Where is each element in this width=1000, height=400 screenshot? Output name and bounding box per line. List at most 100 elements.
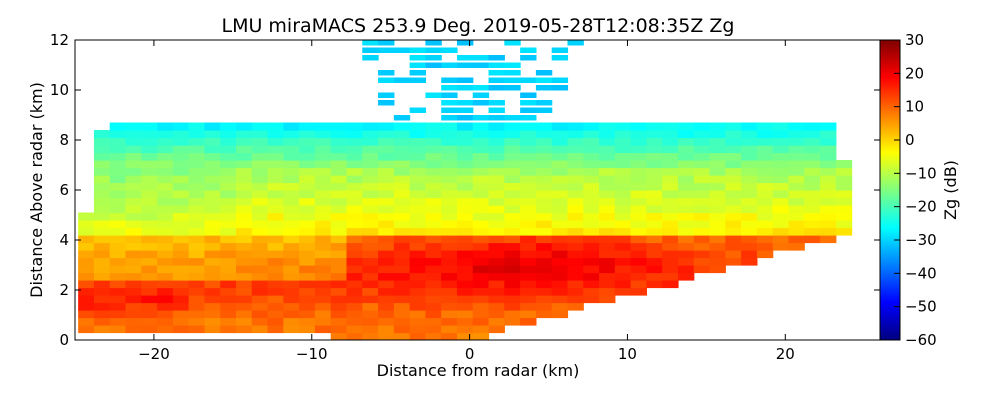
reflectivity-cell (599, 182, 616, 191)
reflectivity-cell (346, 227, 363, 236)
reflectivity-cell (504, 220, 521, 229)
reflectivity-cell (299, 130, 316, 139)
reflectivity-cell (299, 160, 316, 169)
reflectivity-cell (78, 265, 95, 274)
reflectivity-cell (251, 310, 269, 319)
reflectivity-cell (393, 205, 411, 214)
reflectivity-cell (299, 257, 316, 266)
reflectivity-cell (409, 190, 427, 199)
reflectivity-cell (283, 287, 300, 296)
reflectivity-cell (409, 242, 427, 251)
reflectivity-cell (535, 272, 553, 281)
reflectivity-cell (535, 85, 553, 91)
reflectivity-cell (172, 295, 190, 304)
reflectivity-cell (330, 280, 348, 289)
reflectivity-cell (820, 130, 837, 139)
reflectivity-cell (693, 235, 711, 244)
reflectivity-cell (204, 287, 221, 296)
reflectivity-cell (472, 272, 490, 281)
reflectivity-cell (251, 167, 269, 176)
reflectivity-cell (614, 265, 632, 274)
reflectivity-cell (299, 145, 316, 154)
reflectivity-cell (520, 287, 537, 296)
reflectivity-cell (693, 197, 711, 206)
reflectivity-cell (567, 250, 584, 259)
reflectivity-cell (520, 302, 537, 311)
reflectivity-cell (456, 122, 474, 131)
reflectivity-cell (204, 257, 221, 266)
reflectivity-cell (583, 175, 600, 184)
reflectivity-cell (283, 220, 300, 229)
x-tick-label: 20 (776, 345, 795, 363)
reflectivity-cell (157, 287, 174, 296)
reflectivity-cell (362, 47, 379, 53)
reflectivity-cell (520, 137, 537, 146)
reflectivity-cell (330, 182, 348, 191)
reflectivity-cell (725, 212, 742, 221)
reflectivity-cell (393, 257, 411, 266)
reflectivity-cell (677, 205, 695, 214)
reflectivity-cell (677, 175, 695, 184)
reflectivity-cell (725, 160, 742, 169)
reflectivity-cell (504, 317, 521, 326)
reflectivity-cell (409, 332, 427, 340)
reflectivity-cell (709, 205, 726, 214)
reflectivity-cell (172, 302, 190, 311)
reflectivity-cell (78, 242, 95, 251)
reflectivity-cell (204, 160, 221, 169)
reflectivity-cell (488, 265, 505, 274)
reflectivity-cell (709, 160, 726, 169)
reflectivity-cell (93, 257, 111, 266)
reflectivity-cell (630, 205, 647, 214)
reflectivity-cell (220, 317, 237, 326)
reflectivity-cell (472, 85, 490, 91)
reflectivity-cell (788, 227, 805, 236)
reflectivity-cell (630, 227, 647, 236)
reflectivity-cell (220, 130, 237, 139)
reflectivity-cell (472, 130, 490, 139)
reflectivity-cell (204, 302, 221, 311)
reflectivity-cell (551, 130, 569, 139)
reflectivity-cell (820, 160, 837, 169)
reflectivity-cell (409, 227, 427, 236)
reflectivity-cell (804, 160, 821, 169)
reflectivity-cell (804, 175, 821, 184)
reflectivity-cell (172, 190, 190, 199)
reflectivity-cell (283, 265, 300, 274)
reflectivity-cell (236, 205, 253, 214)
reflectivity-cell (804, 227, 821, 236)
reflectivity-cell (535, 160, 553, 169)
reflectivity-cell (204, 212, 221, 221)
reflectivity-cell (330, 122, 348, 131)
reflectivity-cell (520, 152, 537, 161)
reflectivity-cell (172, 197, 190, 206)
reflectivity-cell (709, 167, 726, 176)
reflectivity-cell (472, 62, 490, 68)
reflectivity-cell (362, 122, 379, 131)
reflectivity-cell (520, 122, 537, 131)
reflectivity-cell (283, 205, 300, 214)
reflectivity-cell (804, 212, 821, 221)
reflectivity-cell (283, 235, 300, 244)
reflectivity-cell (583, 235, 600, 244)
colorbar-tick-label: 20 (905, 64, 924, 82)
reflectivity-cell (472, 137, 490, 146)
reflectivity-cell (535, 175, 553, 184)
reflectivity-cell (378, 47, 395, 53)
reflectivity-cell (504, 130, 521, 139)
reflectivity-cell (425, 250, 442, 259)
reflectivity-cell (267, 257, 284, 266)
reflectivity-cell (551, 302, 569, 311)
reflectivity-cell (172, 242, 190, 251)
reflectivity-cell (267, 302, 284, 311)
reflectivity-cell (614, 145, 632, 154)
reflectivity-cell (362, 55, 379, 61)
reflectivity-cell (299, 287, 316, 296)
reflectivity-cell (362, 152, 379, 161)
reflectivity-cell (567, 220, 584, 229)
reflectivity-cell (409, 160, 427, 169)
reflectivity-cell (535, 295, 553, 304)
reflectivity-cell (93, 160, 111, 169)
plot-area (78, 40, 853, 340)
reflectivity-cell (472, 332, 490, 340)
